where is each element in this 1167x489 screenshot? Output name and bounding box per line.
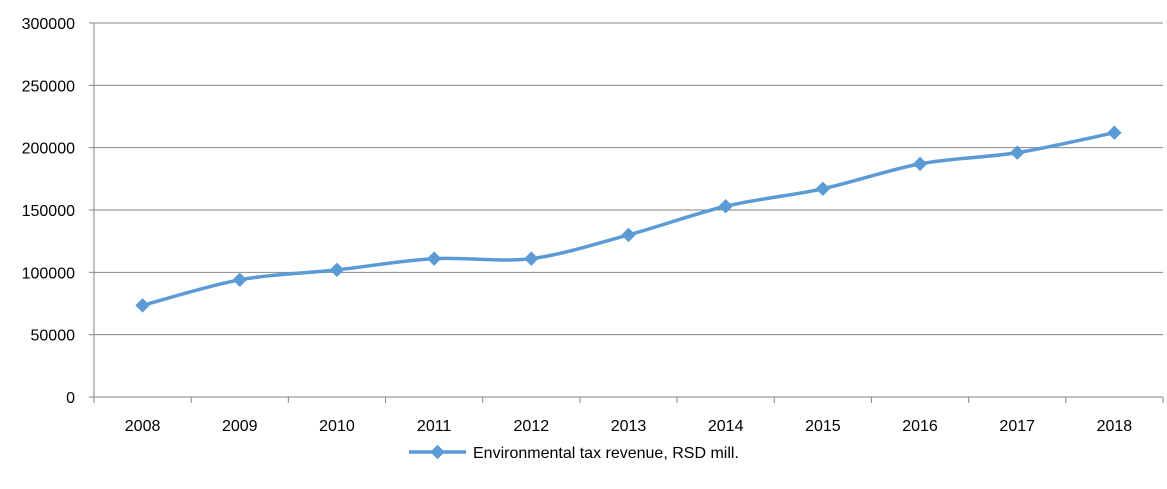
y-tick-label: 100000	[22, 265, 75, 282]
series-line	[140, 130, 1117, 308]
data-point-marker	[815, 181, 831, 197]
data-point-marker	[232, 272, 247, 288]
data-point-marker	[329, 262, 345, 278]
legend: Environmental tax revenue, RSD mill.	[409, 444, 739, 462]
data-point-marker	[426, 251, 442, 266]
data-point-marker	[718, 199, 733, 214]
x-tick-label: 2009	[222, 418, 258, 435]
x-tick-label: 2017	[999, 418, 1035, 435]
y-tick-label: 50000	[31, 328, 76, 345]
data-point-marker	[912, 156, 928, 172]
legend-marker-swatch	[430, 444, 445, 460]
data-point-marker	[621, 227, 636, 243]
x-tick-label: 2013	[611, 418, 647, 435]
x-tick-label: 2014	[708, 418, 744, 435]
x-tick-label: 2008	[125, 418, 161, 435]
x-tick-label: 2010	[319, 418, 355, 435]
y-axis-tick-labels: 0 50000 100000 150000 200000 250000 300000	[22, 16, 75, 407]
y-tick-label: 300000	[22, 16, 75, 33]
x-tick-label: 2011	[417, 418, 452, 435]
series-layer	[135, 125, 1122, 313]
legend-label: Environmental tax revenue, RSD mill.	[473, 445, 739, 462]
data-point-marker	[135, 298, 150, 313]
x-tick-label: 2018	[1097, 418, 1133, 435]
x-tick-label: 2016	[902, 418, 938, 435]
x-tick-label: 2015	[805, 418, 841, 435]
y-tick-label: 200000	[22, 141, 75, 158]
axes	[89, 22, 1164, 403]
y-tick-label: 0	[66, 390, 75, 407]
gridlines	[94, 22, 1163, 336]
x-axis-tick-labels: 2008 2009 2010 2011 2012 2013 2014 2015 2016 2017…	[125, 418, 1133, 435]
y-tick-label: 150000	[22, 203, 75, 220]
x-tick-label: 2012	[514, 418, 550, 435]
data-point-marker	[1107, 125, 1122, 140]
y-tick-label: 250000	[22, 78, 75, 95]
data-point-marker	[1010, 145, 1025, 160]
data-point-marker	[524, 251, 539, 266]
